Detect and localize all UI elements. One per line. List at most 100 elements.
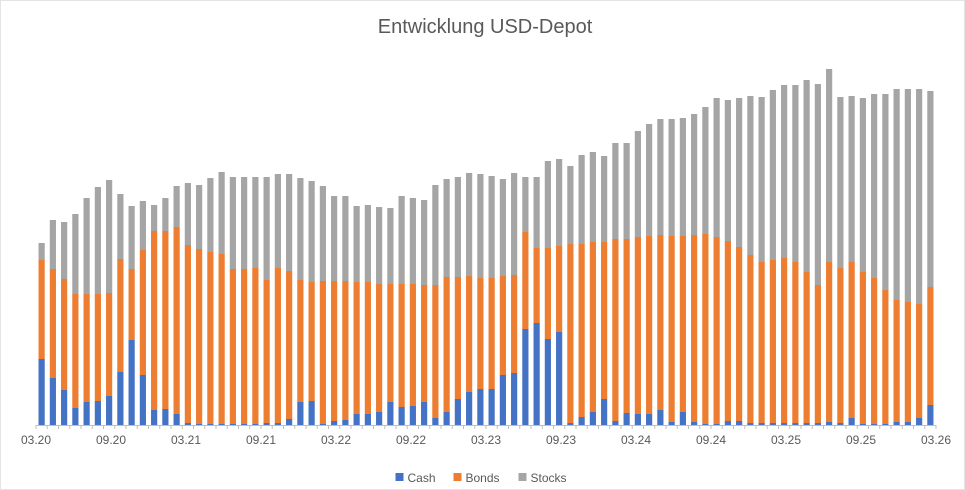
bar-stocks-43 bbox=[522, 177, 529, 232]
bar-bonds-14 bbox=[196, 249, 203, 424]
bar-stocks-33 bbox=[409, 198, 416, 284]
bar-bonds-76 bbox=[893, 300, 900, 422]
bar-bonds-68 bbox=[803, 272, 810, 423]
legend-label-bonds: Bonds bbox=[466, 471, 500, 485]
legend-label-cash: Cash bbox=[408, 471, 436, 485]
bar-cash-31 bbox=[387, 402, 394, 425]
bar-cash-51 bbox=[612, 421, 619, 425]
bar-bonds-24 bbox=[308, 282, 315, 401]
bar-stocks-34 bbox=[421, 200, 428, 285]
bar-stocks-58 bbox=[691, 114, 698, 235]
bar-stocks-39 bbox=[477, 174, 484, 278]
bar-cash-36 bbox=[443, 412, 450, 425]
bar-cash-69 bbox=[814, 423, 821, 425]
legend: Cash Bonds Stocks bbox=[395, 471, 567, 485]
bar-cash-45 bbox=[544, 339, 551, 425]
bar-stocks-3 bbox=[72, 214, 79, 294]
bar-stocks-66 bbox=[781, 85, 788, 258]
bar-stocks-53 bbox=[634, 131, 641, 237]
bar-stocks-35 bbox=[432, 185, 439, 285]
bar-cash-71 bbox=[837, 423, 844, 425]
x-tick-label: 09.24 bbox=[696, 433, 726, 447]
bar-stocks-52 bbox=[623, 143, 630, 239]
bar-cash-12 bbox=[173, 414, 180, 425]
bar-bonds-48 bbox=[578, 244, 585, 417]
bar-cash-59 bbox=[702, 424, 709, 425]
bar-stocks-57 bbox=[679, 118, 686, 236]
bar-bonds-44 bbox=[533, 248, 540, 323]
bar-cash-43 bbox=[522, 329, 529, 425]
legend-item-cash: Cash bbox=[395, 471, 436, 485]
bar-cash-10 bbox=[151, 410, 158, 425]
x-tick-label: 03.23 bbox=[471, 433, 501, 447]
bar-cash-33 bbox=[409, 406, 416, 425]
bar-stocks-31 bbox=[387, 208, 394, 284]
bar-cash-7 bbox=[117, 372, 124, 425]
bar-stocks-48 bbox=[578, 155, 585, 244]
bar-cash-13 bbox=[184, 423, 191, 425]
bar-cash-20 bbox=[263, 423, 270, 425]
bar-cash-49 bbox=[589, 412, 596, 425]
bar-cash-41 bbox=[499, 375, 506, 425]
bar-stocks-49 bbox=[589, 152, 596, 242]
bar-bonds-72 bbox=[848, 262, 855, 418]
bar-stocks-65 bbox=[769, 90, 776, 260]
bar-cash-8 bbox=[128, 340, 135, 425]
bar-cash-73 bbox=[859, 424, 866, 425]
bar-bonds-33 bbox=[409, 284, 416, 406]
bar-stocks-42 bbox=[511, 173, 518, 275]
bar-stocks-68 bbox=[803, 80, 810, 272]
bar-stocks-36 bbox=[443, 179, 450, 277]
bar-stocks-69 bbox=[814, 84, 821, 285]
bar-bonds-23 bbox=[297, 280, 304, 402]
bar-stocks-75 bbox=[882, 94, 889, 290]
bar-stocks-9 bbox=[139, 201, 146, 250]
bar-bonds-12 bbox=[173, 227, 180, 414]
bar-stocks-15 bbox=[207, 178, 214, 252]
bar-cash-9 bbox=[139, 375, 146, 425]
bar-stocks-63 bbox=[747, 96, 754, 255]
bar-bonds-61 bbox=[724, 241, 731, 421]
bar-stocks-72 bbox=[848, 96, 855, 262]
bar-bonds-22 bbox=[286, 271, 293, 419]
chart-title: Entwicklung USD-Depot bbox=[378, 16, 593, 38]
bar-bonds-40 bbox=[488, 278, 495, 389]
bar-cash-3 bbox=[72, 408, 79, 425]
bar-bonds-73 bbox=[859, 272, 866, 424]
bar-cash-0 bbox=[38, 359, 45, 425]
bar-bonds-21 bbox=[274, 268, 281, 423]
bar-bonds-78 bbox=[916, 304, 923, 418]
bar-cash-78 bbox=[916, 418, 923, 425]
bar-bonds-79 bbox=[927, 287, 934, 405]
bar-bonds-29 bbox=[364, 282, 371, 414]
legend-item-stocks: Stocks bbox=[518, 471, 567, 485]
bar-stocks-5 bbox=[94, 187, 101, 294]
bar-stocks-19 bbox=[252, 177, 259, 268]
bar-cash-28 bbox=[353, 414, 360, 425]
bar-cash-54 bbox=[646, 414, 653, 425]
bar-bonds-19 bbox=[252, 268, 259, 424]
bar-bonds-11 bbox=[162, 231, 169, 409]
bar-cash-66 bbox=[781, 423, 788, 425]
bar-cash-79 bbox=[927, 405, 934, 425]
bar-cash-32 bbox=[398, 407, 405, 425]
bar-cash-18 bbox=[241, 424, 248, 425]
bar-stocks-23 bbox=[297, 178, 304, 280]
bar-cash-40 bbox=[488, 389, 495, 425]
bar-cash-23 bbox=[297, 402, 304, 425]
bar-cash-50 bbox=[601, 399, 608, 425]
bar-bonds-63 bbox=[747, 255, 754, 423]
bar-cash-30 bbox=[376, 412, 383, 425]
x-tick-label: 03.24 bbox=[621, 433, 651, 447]
bar-cash-64 bbox=[758, 423, 765, 425]
bar-stocks-64 bbox=[758, 97, 765, 262]
x-tick-label: 09.23 bbox=[546, 433, 576, 447]
bar-stocks-79 bbox=[927, 91, 934, 287]
bar-stocks-67 bbox=[792, 85, 799, 262]
bar-cash-62 bbox=[736, 421, 743, 425]
bar-bonds-71 bbox=[837, 268, 844, 423]
bar-stocks-26 bbox=[331, 196, 338, 281]
bar-bonds-58 bbox=[691, 235, 698, 422]
bar-bonds-0 bbox=[38, 260, 45, 359]
bar-bonds-67 bbox=[792, 262, 799, 423]
